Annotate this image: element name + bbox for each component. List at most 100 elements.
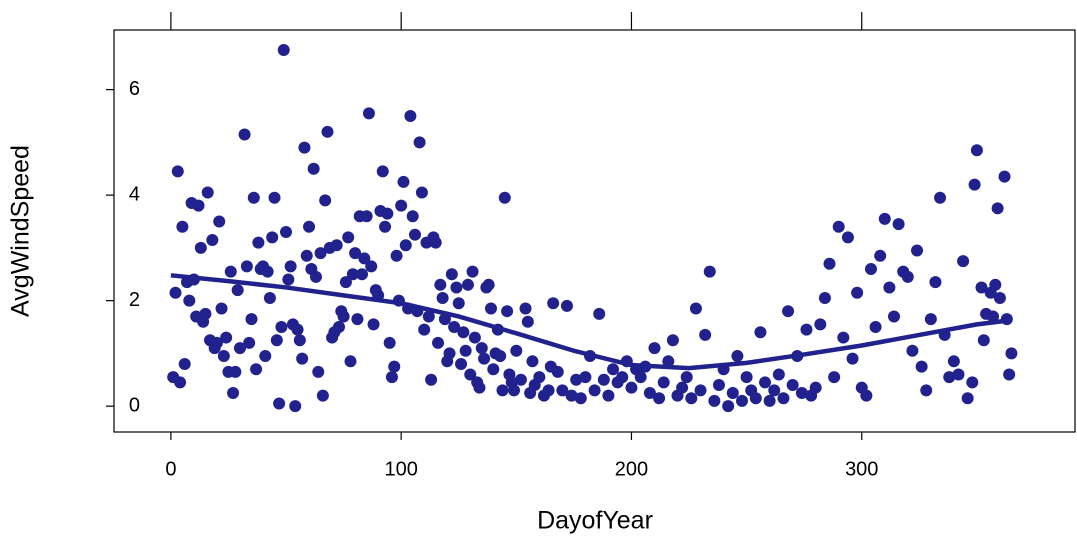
point — [878, 212, 891, 225]
point — [560, 299, 573, 312]
point — [468, 331, 481, 344]
point — [887, 310, 900, 323]
point — [266, 231, 279, 244]
point — [296, 352, 309, 365]
point — [229, 365, 242, 378]
point — [602, 389, 615, 402]
point — [284, 260, 297, 273]
point — [418, 323, 431, 336]
point — [390, 249, 403, 262]
point — [252, 236, 265, 249]
point — [383, 336, 396, 349]
point — [915, 360, 928, 373]
point — [731, 350, 744, 363]
point — [547, 297, 560, 310]
point — [199, 307, 212, 320]
point — [482, 278, 495, 291]
point — [496, 384, 509, 397]
point — [455, 357, 468, 370]
point — [643, 386, 656, 399]
point — [356, 268, 369, 281]
point — [342, 231, 355, 244]
x-tick-label: 0 — [165, 458, 176, 480]
point — [303, 220, 316, 233]
point — [360, 210, 373, 223]
point — [943, 371, 956, 384]
point — [616, 371, 629, 384]
point — [501, 305, 514, 318]
point — [280, 226, 293, 239]
point — [754, 326, 767, 339]
point — [498, 191, 511, 204]
point — [768, 384, 781, 397]
point — [521, 315, 534, 328]
point — [259, 350, 272, 363]
plot-frame — [113, 29, 1076, 433]
point — [367, 318, 380, 331]
point — [782, 305, 795, 318]
point — [422, 310, 435, 323]
point — [653, 392, 666, 405]
point — [551, 365, 564, 378]
point — [662, 355, 675, 368]
point — [277, 44, 290, 57]
point — [321, 125, 334, 138]
point — [450, 281, 463, 294]
y-axis-title: AvgWindSpeed — [7, 145, 35, 317]
point — [349, 247, 362, 260]
point — [415, 186, 428, 199]
point — [961, 392, 974, 405]
point — [977, 334, 990, 347]
point — [201, 186, 214, 199]
point — [176, 220, 189, 233]
point — [339, 276, 352, 289]
point — [565, 389, 578, 402]
point — [291, 323, 304, 336]
point — [666, 334, 679, 347]
point — [570, 373, 583, 386]
point — [883, 281, 896, 294]
point — [268, 191, 281, 204]
point — [289, 400, 302, 413]
point — [777, 392, 790, 405]
point — [832, 220, 845, 233]
point — [240, 260, 253, 273]
point — [215, 302, 228, 315]
point — [828, 371, 841, 384]
point — [708, 394, 721, 407]
point — [224, 265, 237, 278]
point — [319, 194, 332, 207]
point — [487, 363, 500, 376]
point — [957, 255, 970, 268]
point — [680, 371, 693, 384]
point — [574, 392, 587, 405]
point — [1005, 347, 1018, 360]
point — [413, 136, 426, 149]
point — [579, 371, 592, 384]
y-tick-label: 0 — [129, 394, 140, 416]
point — [634, 371, 647, 384]
point — [395, 199, 408, 212]
point — [478, 352, 491, 365]
point — [314, 247, 327, 260]
point — [210, 336, 223, 349]
point — [929, 276, 942, 289]
point — [397, 175, 410, 188]
point — [508, 384, 521, 397]
point — [763, 394, 776, 407]
point — [406, 210, 419, 223]
point — [514, 373, 527, 386]
point — [800, 323, 813, 336]
point — [968, 178, 981, 191]
point — [837, 331, 850, 344]
point — [473, 381, 486, 394]
point — [351, 313, 364, 326]
point — [309, 270, 322, 283]
point — [381, 207, 394, 220]
point — [408, 228, 421, 241]
point — [452, 297, 465, 310]
point — [220, 331, 233, 344]
point — [238, 128, 251, 141]
y-tick-label: 6 — [129, 78, 140, 100]
